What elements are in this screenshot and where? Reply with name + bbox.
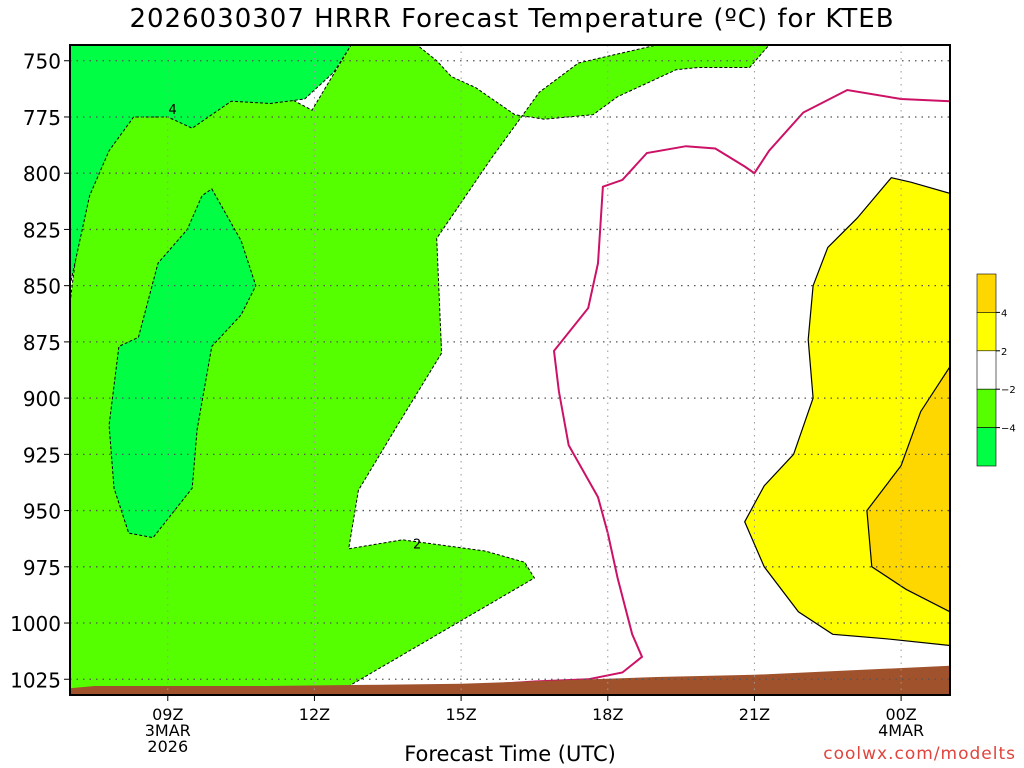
zero-degree-contour xyxy=(431,88,950,690)
colorbar-label: −2 xyxy=(1001,385,1016,396)
colorbar-segment xyxy=(976,273,997,313)
chart-title: 2026030307 HRRR Forecast Temperature (ºC… xyxy=(129,4,895,34)
x-tick-label: 18Z xyxy=(592,705,623,724)
plot-frame xyxy=(69,44,951,696)
y-tick-label: 750 xyxy=(23,50,61,74)
colorbar-segment xyxy=(976,312,997,352)
y-tick-label: 1000 xyxy=(10,612,61,636)
region-below-minus4-upper xyxy=(70,45,352,286)
ground-surface xyxy=(70,665,950,695)
colorbar-label: −4 xyxy=(1001,424,1016,435)
y-tick-label: 800 xyxy=(23,162,61,186)
x-tick-label: 3MAR xyxy=(145,721,191,740)
y-tick-label: 1025 xyxy=(10,668,61,692)
y-tick-label: 775 xyxy=(23,106,61,130)
region-below-minus4-core xyxy=(108,188,257,539)
colorbar: 4 2 −2 −4 xyxy=(976,273,1016,467)
y-tick-label: 925 xyxy=(23,443,61,467)
credit-link[interactable]: coolwx.com/modelts xyxy=(823,744,1016,764)
colorbar-segment xyxy=(976,388,997,428)
x-tick-label: 09Z xyxy=(152,705,183,724)
x-tick-label: 15Z xyxy=(445,705,476,724)
y-tick-label: 825 xyxy=(23,218,61,242)
x-tick-label: 12Z xyxy=(299,705,330,724)
x-tick-label: 00Z xyxy=(885,705,916,724)
y-tick-label: 850 xyxy=(23,275,61,299)
y-tick-label: 975 xyxy=(23,556,61,580)
contour-label: 2 xyxy=(413,537,421,552)
y-tick-label: 950 xyxy=(23,500,61,524)
contour-label: 4 xyxy=(169,103,177,118)
colorbar-label: 2 xyxy=(1001,347,1007,358)
x-tick-label: 2026 xyxy=(147,737,188,756)
x-axis-label: Forecast Time (UTC) xyxy=(404,742,616,766)
colorbar-label: 4 xyxy=(1001,308,1007,319)
y-tick-label: 875 xyxy=(23,331,61,355)
region-above-4 xyxy=(866,365,950,613)
y-tick-label: 900 xyxy=(23,387,61,411)
x-tick-label: 4MAR xyxy=(878,721,924,740)
x-tick-label: 21Z xyxy=(739,705,770,724)
colorbar-segment xyxy=(976,427,997,467)
colorbar-segment xyxy=(976,350,997,390)
